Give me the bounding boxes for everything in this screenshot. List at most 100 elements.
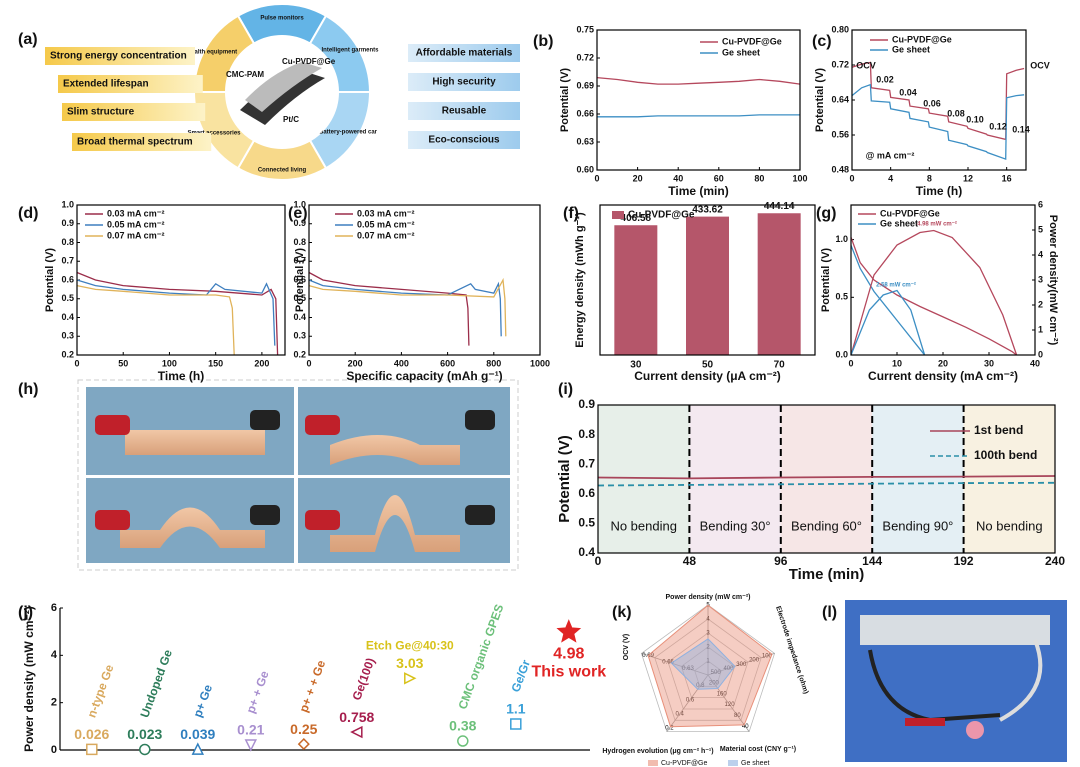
- x-tick-label: 30: [630, 360, 642, 371]
- legend-label: 0.07 mA cm⁻²: [107, 230, 164, 240]
- y-tick-label: 6: [51, 602, 57, 614]
- x-axis-label: Current density (μA cm⁻²): [634, 369, 781, 383]
- radar-tick-label: 3: [706, 631, 710, 637]
- y-tick-label: 0.6: [61, 274, 74, 284]
- x-tick-label: 50: [118, 358, 128, 368]
- value-label: 0.023: [127, 726, 162, 742]
- value-label: 3.03: [396, 655, 423, 671]
- y2-tick-label: 5: [1038, 224, 1043, 234]
- radar-tick-label: 500: [711, 670, 722, 676]
- x-tick-label: 20: [633, 173, 643, 183]
- value-label: 0.039: [180, 726, 215, 742]
- x-tick-label: 50: [702, 360, 714, 371]
- panel-label: (b): [533, 33, 553, 50]
- radar-tick-label: 0.6: [686, 697, 695, 703]
- value-label: 0.758: [339, 709, 374, 725]
- x-tick-label: 20: [938, 358, 948, 368]
- category-label: Etch Ge@40:30: [366, 638, 454, 652]
- data-point: [297, 738, 310, 751]
- feature-box: [45, 47, 195, 65]
- radar-ring: [640, 604, 776, 733]
- panel-label: (f): [563, 205, 579, 222]
- y-tick-label: 1.0: [61, 199, 74, 209]
- panel-label: (i): [558, 381, 573, 398]
- x-tick-label: 70: [774, 360, 786, 371]
- y-tick-label: 0.63: [576, 136, 594, 146]
- x-axis-label: Time (h): [158, 369, 204, 383]
- x-tick-label: 12: [963, 173, 973, 183]
- radar-ring: [680, 646, 736, 699]
- radar-tick-label: 120: [725, 702, 736, 708]
- series-line: [76, 284, 235, 356]
- application-label: Connected living: [258, 168, 307, 174]
- y-tick-label: 2: [51, 697, 57, 709]
- x-tick-label: 48: [683, 554, 697, 568]
- radar-axis-label: OCV (V): [623, 634, 630, 660]
- x-axis-label: Time (h): [916, 184, 962, 198]
- feature-left: Strong energy concentration: [50, 51, 187, 62]
- radar-tick-label: 200: [749, 658, 760, 664]
- radar-tick-label: 0.66: [662, 660, 674, 666]
- y-tick-label: 0.69: [576, 80, 594, 90]
- bar: [757, 213, 801, 355]
- y-tick-label: 0.7: [293, 256, 306, 266]
- annotation: 2.58 mW cm⁻²: [876, 282, 916, 289]
- radar-tick-label: 400: [723, 666, 734, 672]
- category-label: p+ + Ge: [243, 669, 271, 715]
- radar-tick-label: 0.63: [682, 666, 694, 672]
- y-tick-label: 0.9: [293, 218, 306, 228]
- annotation: 0.10: [966, 114, 984, 124]
- radar-area: [647, 604, 773, 728]
- legend-label: 100th bend: [974, 448, 1037, 462]
- series-line: [597, 475, 1056, 480]
- data-point: [510, 718, 522, 730]
- y-axis-label: Potential (V): [820, 248, 832, 313]
- application-label: Battery-powered car: [319, 130, 378, 136]
- feature-right: Eco-conscious: [428, 135, 500, 146]
- category-label: CMC organic GPES: [455, 602, 506, 711]
- x-tick-label: 0: [848, 358, 853, 368]
- y2-axis-label: Power density(mW cm⁻²): [1047, 215, 1059, 346]
- device-label: Pt/C: [283, 115, 299, 124]
- y-tick-label: 0.8: [61, 237, 74, 247]
- annotation: 0.12: [989, 121, 1007, 131]
- y-tick-label: 0.2: [61, 349, 74, 359]
- y-tick-label: 0: [51, 744, 57, 756]
- category-label: p+ Ge: [190, 682, 215, 719]
- value-label: 4.98: [553, 645, 584, 662]
- radar-axis-label: Power density (mW cm⁻²): [666, 594, 751, 601]
- region-label: No bending: [976, 518, 1043, 533]
- photo-led: [845, 600, 1067, 762]
- y-tick-label: 0.66: [576, 108, 594, 118]
- radar-ring: [667, 632, 749, 710]
- y-tick-label: 1.0: [835, 234, 848, 244]
- x-tick-label: 40: [673, 173, 683, 183]
- annotation: 0.08: [947, 108, 965, 118]
- y-tick-label: 0.9: [578, 397, 595, 411]
- y-tick-label: 0.3: [293, 331, 306, 341]
- radar-tick-label: 100: [762, 653, 773, 659]
- x-tick-label: 800: [486, 358, 501, 368]
- x-tick-label: 8: [927, 173, 932, 183]
- x-axis-label: Time (min): [668, 184, 728, 198]
- data-point: [191, 742, 205, 755]
- annotation: 0.14: [1012, 124, 1030, 134]
- y-tick-label: 4: [51, 649, 58, 661]
- series-line: [596, 76, 801, 85]
- y2-tick-label: 3: [1038, 274, 1043, 284]
- value-label: 0.026: [74, 726, 109, 742]
- y-tick-label: 0.60: [576, 164, 594, 174]
- feature-left: Slim structure: [67, 107, 135, 118]
- y-tick-label: 0.8: [578, 427, 595, 441]
- x-tick-label: 100: [162, 358, 177, 368]
- x-axis-label: Current density (mA cm⁻²): [868, 369, 1018, 383]
- y-tick-label: 0.5: [61, 293, 74, 303]
- annotation: 0.04: [899, 87, 917, 97]
- x-tick-label: 30: [984, 358, 994, 368]
- device-layer: [245, 62, 322, 112]
- legend-label: 0.05 mA cm⁻²: [357, 219, 414, 229]
- radar-tick-label: 1: [706, 659, 710, 665]
- bar: [686, 216, 729, 355]
- legend-swatch: [612, 211, 624, 219]
